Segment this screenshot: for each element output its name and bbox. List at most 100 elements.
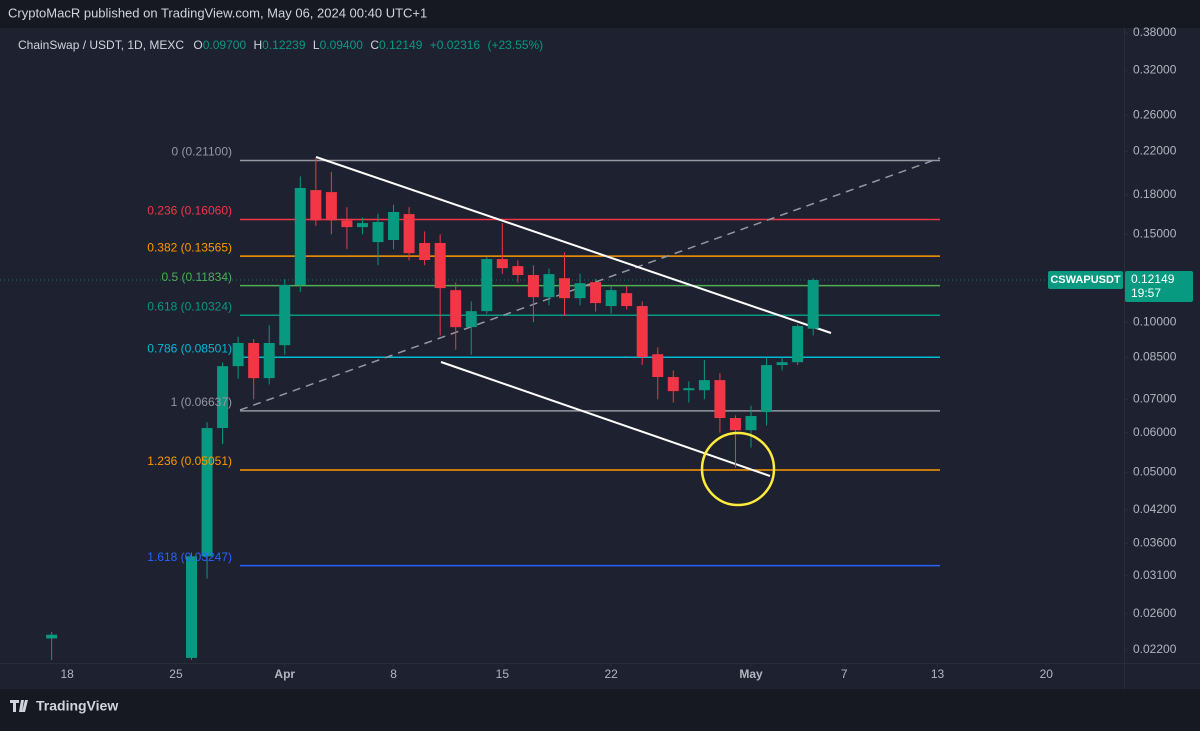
x-tick-label: 8 (390, 667, 397, 681)
candle-body (807, 279, 819, 329)
candle-body (388, 211, 400, 241)
price-tag-bg (1125, 270, 1193, 302)
y-tick-label: 0.02200 (1133, 642, 1177, 656)
fib-trend-line (239, 157, 941, 411)
fib-level-label: 0.5 (0.11834) (162, 270, 233, 284)
fib-level-label: 0.618 (0.10324) (147, 299, 232, 313)
candle-body (310, 190, 322, 221)
axes: 0.38000 0.32000 0.26000 0.22000 0.18000 0.150… (60, 25, 1176, 681)
candle-body (201, 428, 213, 557)
legend-value: 0.09700 (203, 38, 247, 52)
legend-key: C (370, 38, 379, 52)
candle-body (341, 220, 353, 228)
fib-level-label: 0.236 (0.16060) (147, 204, 232, 218)
x-tick-label: 18 (60, 667, 74, 681)
price-axis-area (1124, 28, 1200, 663)
legend-value: 0.09400 (320, 38, 364, 52)
legend-change: +0.02316 (430, 38, 481, 52)
footer: TradingView (10, 698, 118, 714)
countdown: 19:57 (1131, 286, 1161, 300)
candles (46, 158, 819, 660)
highlight-circle (700, 431, 776, 507)
fib-level-label: 0.382 (0.13565) (147, 240, 232, 254)
candle-body (403, 214, 415, 254)
candle-body (543, 274, 555, 298)
y-tick-label: 0.18000 (1133, 187, 1177, 201)
candle-body (232, 343, 244, 367)
fib-level-label: 1 (0.06637) (171, 395, 232, 409)
y-tick-label: 0.03600 (1133, 535, 1177, 549)
candle-body (574, 283, 586, 299)
candle-body (761, 365, 773, 413)
candle-body (590, 282, 602, 304)
x-tick-label: May (739, 667, 763, 681)
legend-value: 0.12149 (379, 38, 423, 52)
y-tick-label: 0.07000 (1133, 392, 1177, 406)
candle-body (465, 311, 477, 328)
symbol-tag-bg (1048, 270, 1123, 289)
candle-body (325, 192, 337, 221)
candle-body (186, 556, 197, 658)
fib-level-label: 0.786 (0.08501) (147, 341, 232, 355)
candle-body (248, 343, 260, 379)
legend: ChainSwap / USDT, 1D, MEXC O0.09700 H0.1… (18, 38, 543, 52)
candle-body (776, 362, 788, 366)
candle-body (714, 380, 726, 419)
candle-body (372, 221, 384, 243)
brand-name: TradingView (36, 698, 118, 714)
candle-body (667, 377, 679, 392)
price-tag: 0.12149 (1131, 272, 1175, 286)
fib-levels (0, 159, 1124, 567)
x-tick-label: 25 (169, 667, 183, 681)
candle-body (279, 284, 291, 346)
y-tick-label: 0.26000 (1133, 107, 1177, 121)
candle-body (450, 290, 462, 328)
candle-body (481, 259, 493, 312)
candle-body (745, 416, 757, 431)
legend-value: 0.12239 (262, 38, 306, 52)
time-axis-area (0, 663, 1200, 689)
candle-body (434, 243, 446, 289)
y-tick-label: 0.08500 (1133, 349, 1177, 363)
candle-body (621, 293, 633, 307)
y-tick-label: 0.15000 (1133, 226, 1177, 240)
y-tick-label: 0.38000 (1133, 25, 1177, 39)
candle-body (652, 354, 664, 378)
x-tick-label: 7 (841, 667, 848, 681)
x-tick-label: 15 (496, 667, 510, 681)
candle-body (46, 634, 58, 639)
y-tick-label: 0.02600 (1133, 606, 1177, 620)
x-tick-label: 13 (931, 667, 945, 681)
publisher-line: CryptoMacR published on TradingView.com,… (8, 5, 427, 20)
candle-body (729, 418, 741, 431)
y-tick-label: 0.04200 (1133, 502, 1177, 516)
candle-body (356, 223, 368, 228)
legend-key: H (253, 38, 262, 52)
y-tick-label: 0.03100 (1133, 568, 1177, 582)
symbol-tag: CSWAPUSDT (1050, 274, 1121, 286)
upper-trend-line (315, 156, 832, 334)
candle-body (263, 343, 275, 379)
y-tick-label: 0.10000 (1133, 314, 1177, 328)
y-tick-label: 0.22000 (1133, 144, 1177, 158)
candle-body (605, 290, 617, 307)
candle-body (419, 243, 431, 261)
drawings (239, 156, 941, 477)
legend-change-pct: (+23.55%) (487, 38, 543, 52)
candle-body (698, 380, 710, 391)
candle-body (527, 275, 539, 298)
candle-body (683, 388, 695, 391)
legend-key: L (313, 38, 320, 52)
x-tick-label: Apr (274, 667, 295, 681)
candle-body (217, 366, 229, 429)
candle-body (636, 306, 648, 358)
fib-level-label: 0 (0.21100) (172, 145, 233, 159)
candle-body (496, 259, 508, 269)
fib-level-label: 1.236 (0.05051) (147, 454, 232, 468)
y-tick-label: 0.06000 (1133, 425, 1177, 439)
legend-title: ChainSwap / USDT, 1D, MEXC (18, 38, 184, 52)
lower-trend-line (440, 361, 771, 477)
fib-level-label: 1.618 (0.03247) (147, 550, 232, 564)
